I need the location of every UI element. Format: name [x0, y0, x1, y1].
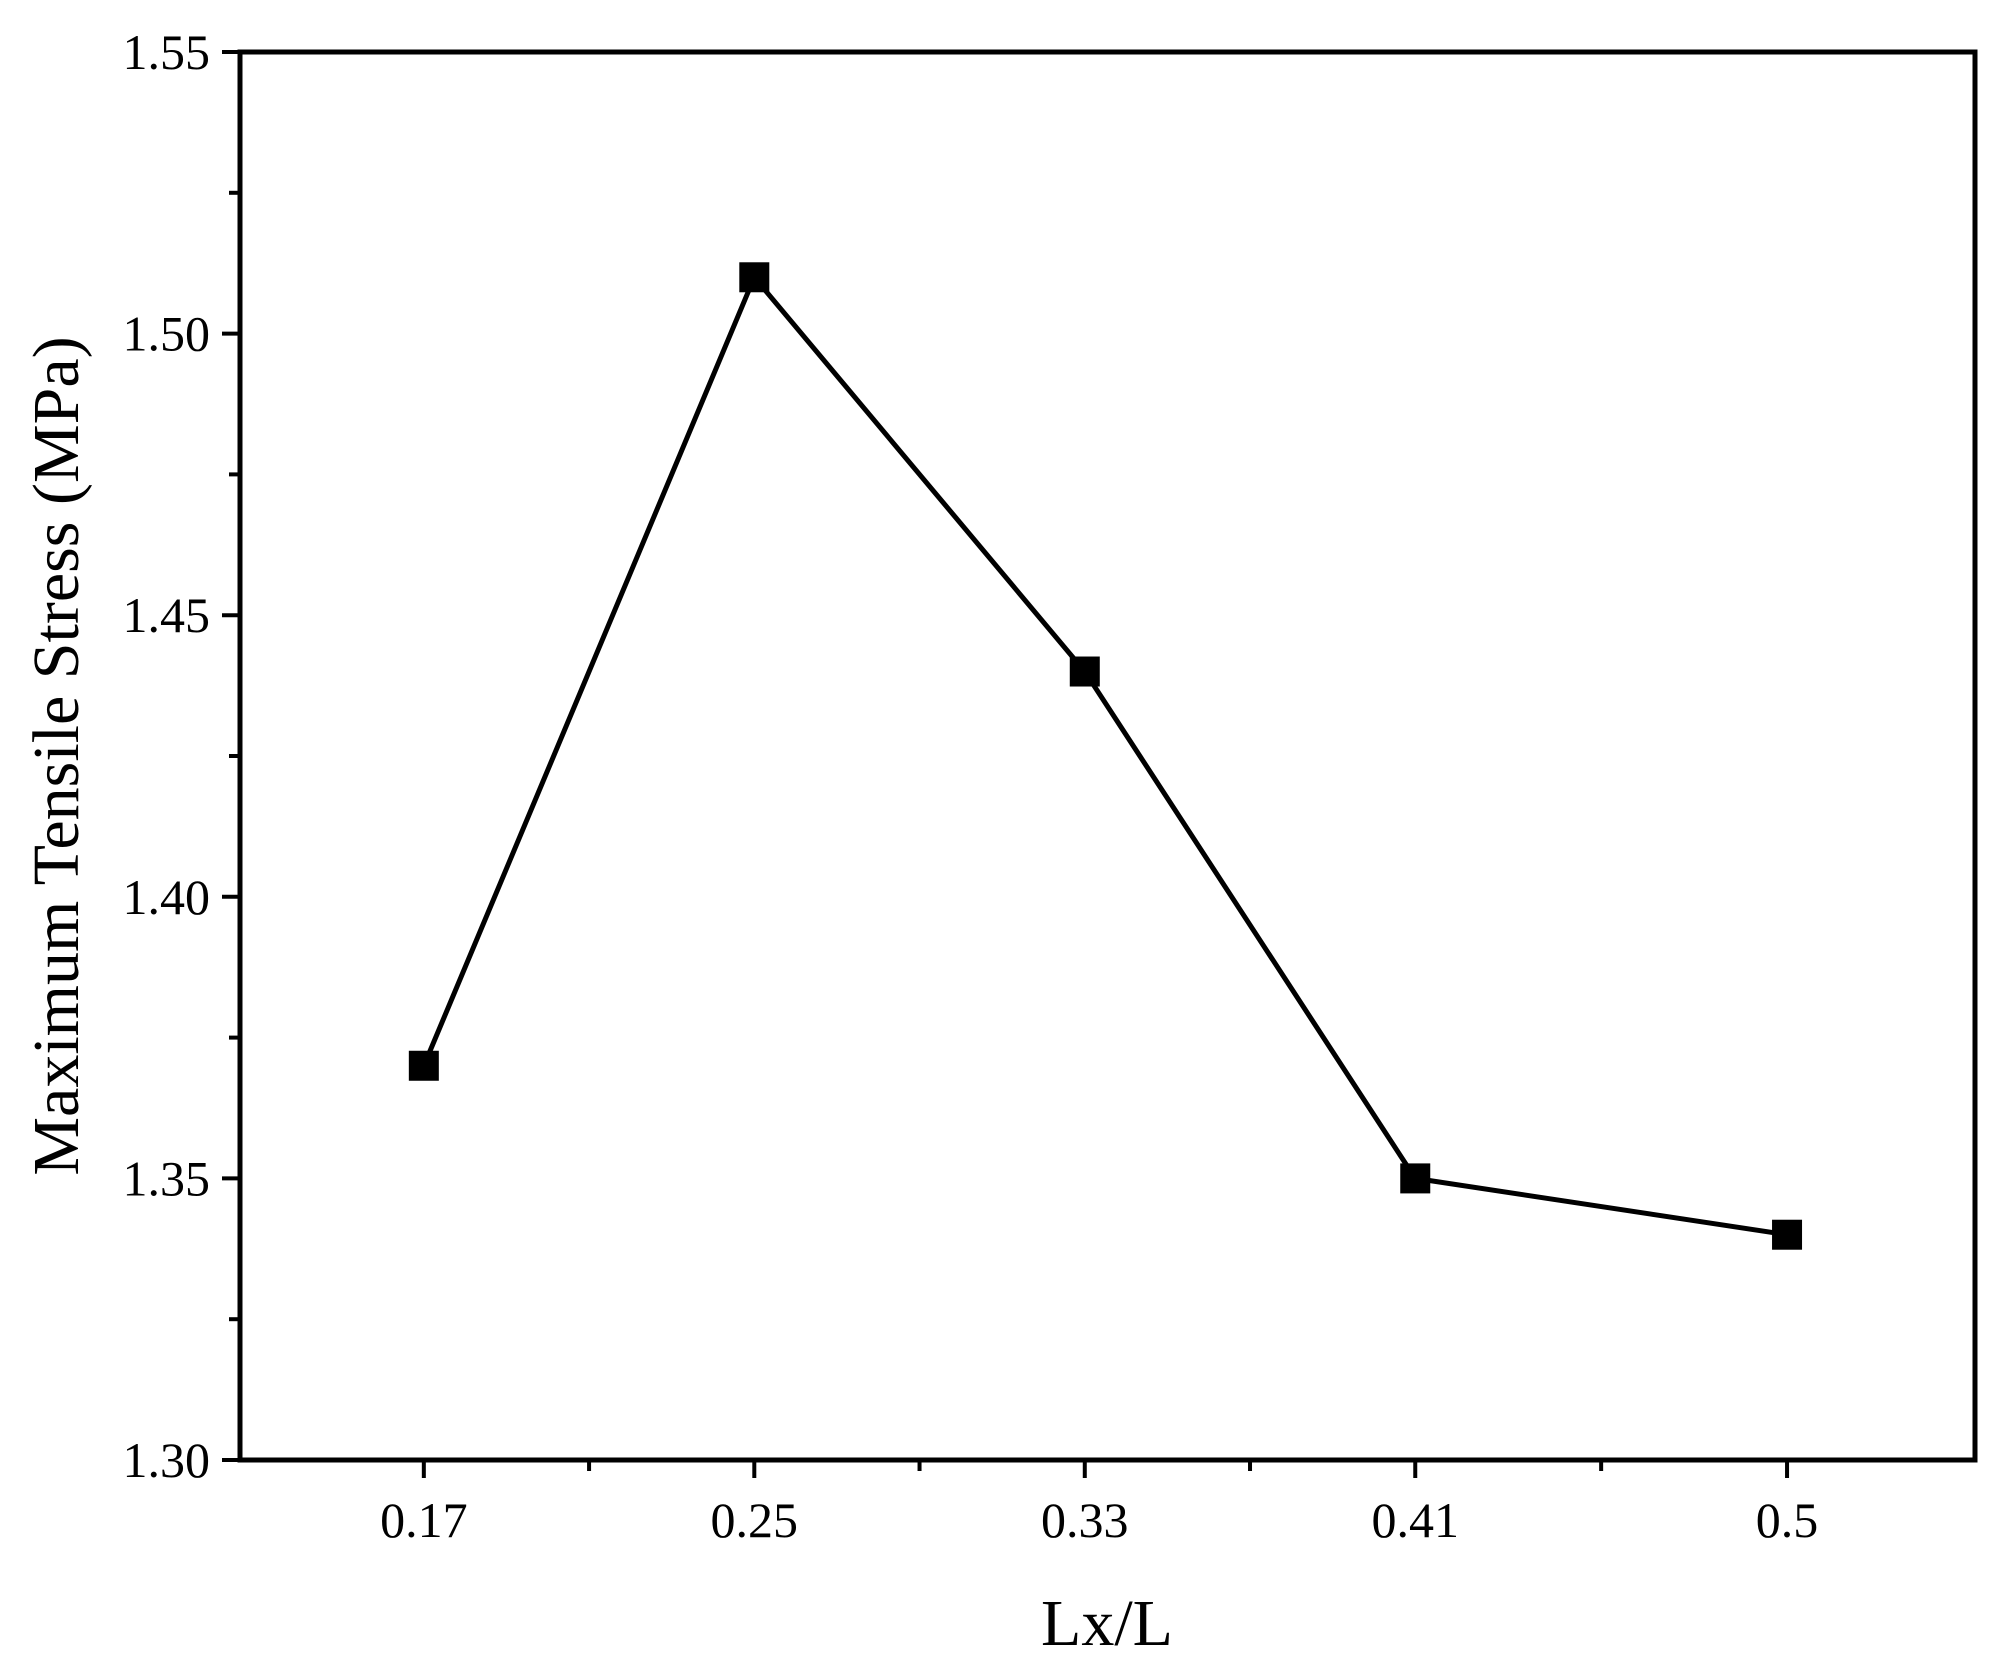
y-tick-label: 1.40 [123, 869, 211, 925]
x-tick-label: 0.25 [711, 1492, 799, 1548]
y-tick-label: 1.45 [123, 587, 211, 643]
x-axis-title: Lx/L [1041, 1587, 1173, 1660]
x-tick-label: 0.41 [1372, 1492, 1460, 1548]
y-tick-label: 1.35 [123, 1150, 211, 1206]
series-line [421, 274, 1788, 1238]
y-tick-label: 1.50 [123, 306, 211, 362]
x-axis-ticks: 0.17 0.25 0.33 0.41 0.5 [380, 1460, 1818, 1548]
data-point-marker [1772, 1219, 1803, 1250]
data-point-marker [1069, 656, 1100, 687]
y-tick-label: 1.30 [123, 1432, 211, 1488]
plot-frame [237, 49, 1978, 1463]
data-point-marker [739, 262, 770, 293]
x-tick-label: 0.5 [1756, 1492, 1819, 1548]
series-layer [408, 262, 1803, 1250]
data-point-marker [408, 1050, 439, 1081]
x-tick-label: 0.17 [380, 1492, 468, 1548]
data-point-marker [1400, 1163, 1431, 1194]
x-tick-label: 0.33 [1041, 1492, 1129, 1548]
y-tick-label: 1.55 [123, 24, 211, 80]
y-axis-ticks: 1.30 1.35 1.40 1.45 1.50 1.55 [123, 24, 240, 1488]
y-axis-title: Maximum Tensile Stress (MPa) [20, 336, 93, 1175]
